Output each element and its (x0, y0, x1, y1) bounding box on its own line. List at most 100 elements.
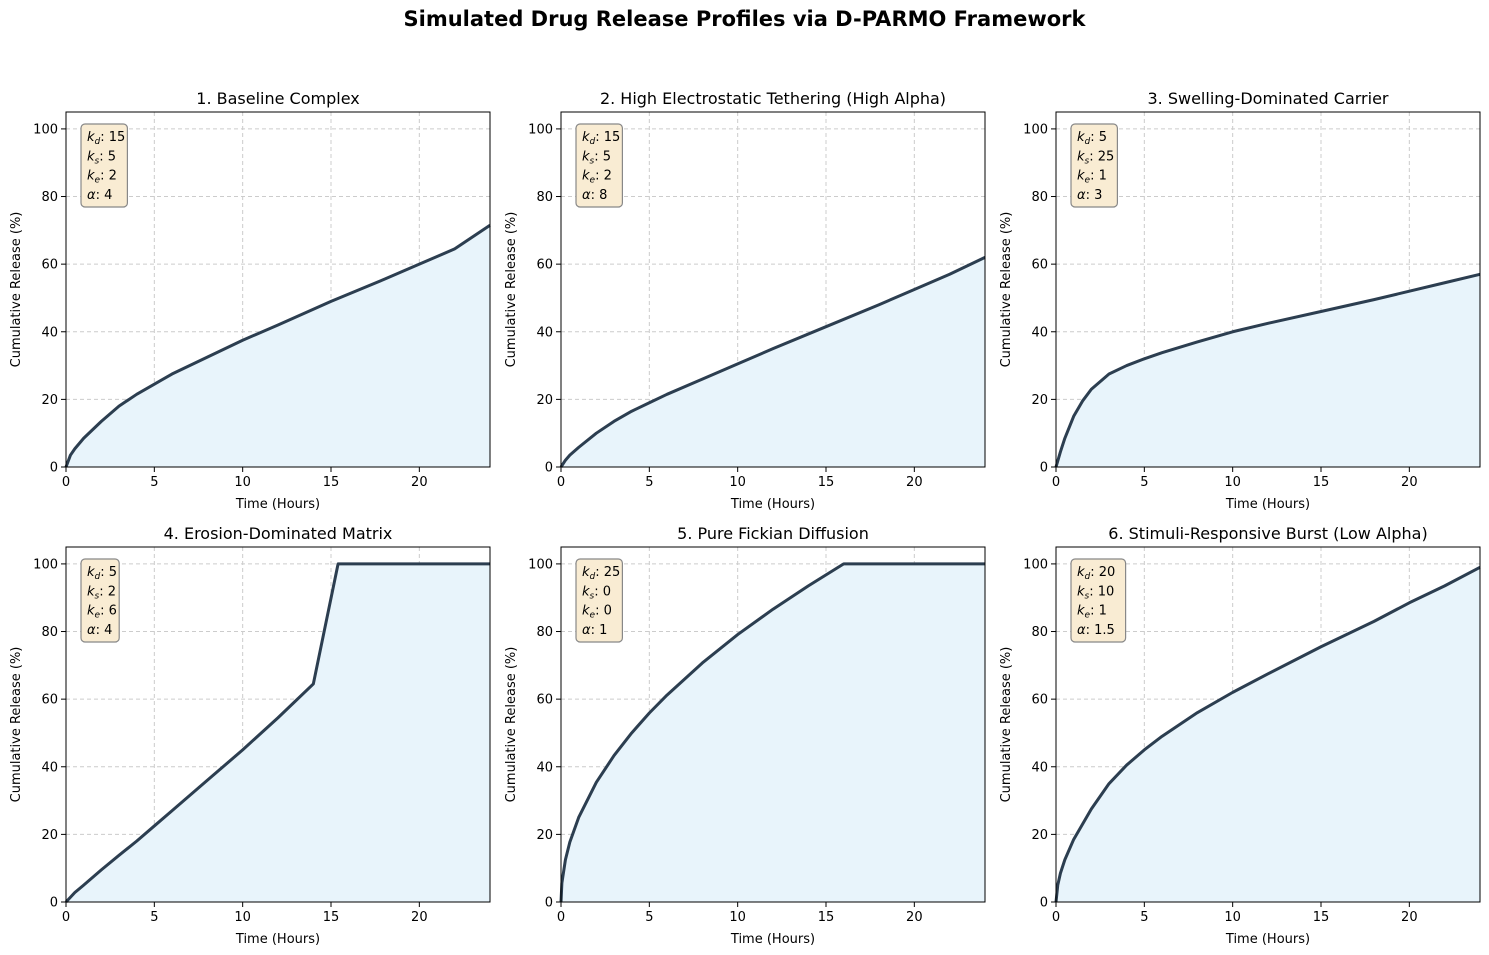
parameter-label: kd: 5 (87, 565, 117, 582)
x-tick-label: 10 (234, 475, 251, 490)
parameter-symbol: k (1077, 604, 1085, 619)
x-tick-label: 0 (62, 475, 70, 490)
x-tick-label: 20 (411, 910, 428, 925)
parameter-box-frame (80, 123, 129, 208)
parameter-value: 4 (104, 188, 112, 203)
parameter-symbol: k (582, 149, 590, 164)
subplot-title: 5. Pure Fickian Diffusion (677, 524, 869, 543)
y-tick-label: 80 (1031, 190, 1048, 205)
x-tick-label: 20 (411, 475, 428, 490)
parameter-separator: : (1086, 623, 1095, 638)
y-tick-label: 40 (41, 325, 58, 340)
y-tick-label: 40 (1031, 760, 1048, 775)
parameter-symbol: k (582, 169, 590, 184)
axes-frame (1055, 546, 1481, 903)
release-curve (559, 256, 986, 468)
axes-frame (65, 111, 491, 468)
subplot-6: 0 5 10 15 20 0 20 40 60 80 100 6. Stimuli-Responsiv… (999, 524, 1481, 947)
y-tick-label: 60 (536, 693, 553, 708)
parameter-separator: : (1089, 149, 1098, 164)
parameter-symbol: α (87, 188, 96, 203)
parameter-symbol: α (1077, 623, 1086, 638)
y-tick-label: 0 (50, 896, 58, 911)
y-tick-label: 80 (536, 190, 553, 205)
parameter-subscript: d (95, 572, 101, 582)
parameter-separator: : (591, 188, 600, 203)
parameter-label: α: 1 (582, 623, 607, 638)
x-tick-label: 10 (1224, 910, 1241, 925)
subplot-title: 4. Erosion-Dominated Matrix (164, 524, 393, 543)
parameter-subscript: s (1085, 156, 1090, 166)
parameter-box-frame (575, 558, 624, 643)
parameter-separator: : (96, 623, 105, 638)
release-area (1056, 274, 1480, 467)
x-tick-label: 5 (645, 475, 653, 490)
parameter-label: ks: 5 (582, 149, 611, 166)
release-area (66, 563, 490, 902)
x-tick-label: 10 (234, 910, 251, 925)
parameter-subscript: e (95, 176, 101, 186)
x-tick-label: 10 (729, 475, 746, 490)
parameter-label: ke: 2 (582, 169, 612, 186)
parameter-subscript: d (590, 137, 596, 147)
parameter-label: kd: 5 (1077, 130, 1107, 147)
parameter-subscript: s (95, 156, 100, 166)
parameter-symbol: k (87, 149, 95, 164)
parameter-subscript: d (95, 137, 101, 147)
parameter-separator: : (96, 188, 105, 203)
x-axis-label: Time (Hours) (730, 932, 815, 947)
x-tick-label: 20 (906, 910, 923, 925)
x-tick-label: 15 (323, 910, 340, 925)
parameter-subscript: s (95, 591, 100, 601)
x-tick-label: 20 (906, 475, 923, 490)
release-curve (1054, 565, 1481, 903)
parameter-symbol: k (87, 130, 95, 145)
parameter-value: 8 (599, 188, 607, 203)
parameter-symbol: k (1077, 169, 1085, 184)
parameter-symbol: k (582, 604, 590, 619)
parameter-separator: : (595, 565, 604, 580)
parameter-label: kd: 20 (1077, 565, 1115, 582)
x-tick-label: 5 (645, 910, 653, 925)
parameter-symbol: k (87, 584, 95, 599)
parameter-value: 25 (604, 565, 621, 580)
x-tick-label: 5 (1140, 475, 1148, 490)
parameter-separator: : (1090, 565, 1099, 580)
y-tick-label: 100 (33, 122, 58, 137)
parameter-value: 5 (108, 149, 116, 164)
parameter-subscript: s (590, 156, 595, 166)
x-tick-label: 10 (729, 910, 746, 925)
release-curve (559, 562, 985, 903)
subplot-2: 0 5 10 15 20 0 20 40 60 80 100 2. High Electrostati… (504, 89, 986, 512)
y-tick-label: 40 (41, 760, 58, 775)
parameter-separator: : (595, 130, 604, 145)
axes-frame (560, 546, 986, 903)
y-tick-label: 40 (536, 760, 553, 775)
parameter-symbol: k (582, 584, 590, 599)
parameter-label: ke: 6 (87, 604, 117, 621)
x-tick-label: 5 (150, 910, 158, 925)
parameter-symbol: k (1077, 584, 1085, 599)
parameter-label: α: 4 (87, 623, 112, 638)
x-tick-label: 15 (1313, 475, 1330, 490)
y-tick-label: 20 (1031, 393, 1048, 408)
parameter-value: 6 (109, 604, 117, 619)
x-tick-label: 0 (1052, 475, 1060, 490)
parameter-value: 15 (109, 130, 126, 145)
parameter-symbol: k (1077, 149, 1085, 164)
y-tick-label: 100 (1023, 557, 1048, 572)
subplot-1: 0 5 10 15 20 0 20 40 60 80 100 1. Baseline Complex T… (9, 89, 491, 512)
parameter-value: 1 (1099, 169, 1107, 184)
parameter-separator: : (594, 149, 603, 164)
subplot-title: 1. Baseline Complex (196, 89, 359, 108)
y-tick-label: 20 (41, 393, 58, 408)
x-tick-label: 15 (323, 475, 340, 490)
parameter-separator: : (1090, 169, 1099, 184)
parameter-box-frame (1070, 558, 1127, 643)
parameter-separator: : (591, 623, 600, 638)
parameter-value: 5 (1099, 130, 1107, 145)
